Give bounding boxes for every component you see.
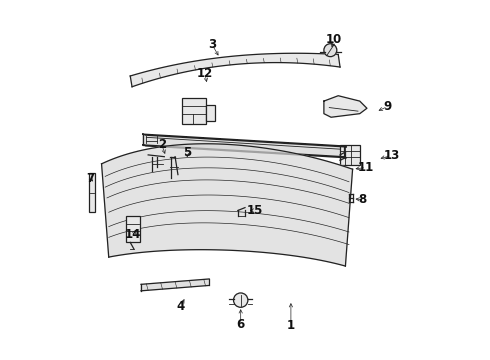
Polygon shape — [141, 279, 209, 291]
FancyBboxPatch shape — [89, 173, 95, 212]
Text: 11: 11 — [358, 161, 374, 174]
FancyBboxPatch shape — [340, 145, 360, 165]
Text: 6: 6 — [237, 318, 245, 331]
Text: 13: 13 — [383, 149, 399, 162]
Polygon shape — [324, 96, 367, 117]
Polygon shape — [143, 134, 346, 158]
FancyBboxPatch shape — [125, 216, 140, 242]
Text: 15: 15 — [247, 204, 263, 217]
Circle shape — [234, 293, 248, 307]
Text: 14: 14 — [125, 228, 141, 241]
FancyBboxPatch shape — [205, 105, 215, 121]
Text: 7: 7 — [86, 172, 94, 185]
Text: 2: 2 — [158, 138, 166, 151]
Text: 4: 4 — [176, 300, 185, 313]
Text: 3: 3 — [208, 38, 216, 51]
Polygon shape — [130, 53, 340, 87]
Polygon shape — [101, 144, 353, 266]
Circle shape — [324, 44, 337, 57]
Text: 8: 8 — [359, 193, 367, 206]
Text: 1: 1 — [287, 319, 295, 332]
Text: 10: 10 — [326, 33, 342, 46]
Text: 9: 9 — [384, 100, 392, 113]
Text: 5: 5 — [183, 145, 191, 158]
FancyBboxPatch shape — [182, 98, 205, 125]
Text: 12: 12 — [196, 67, 213, 80]
